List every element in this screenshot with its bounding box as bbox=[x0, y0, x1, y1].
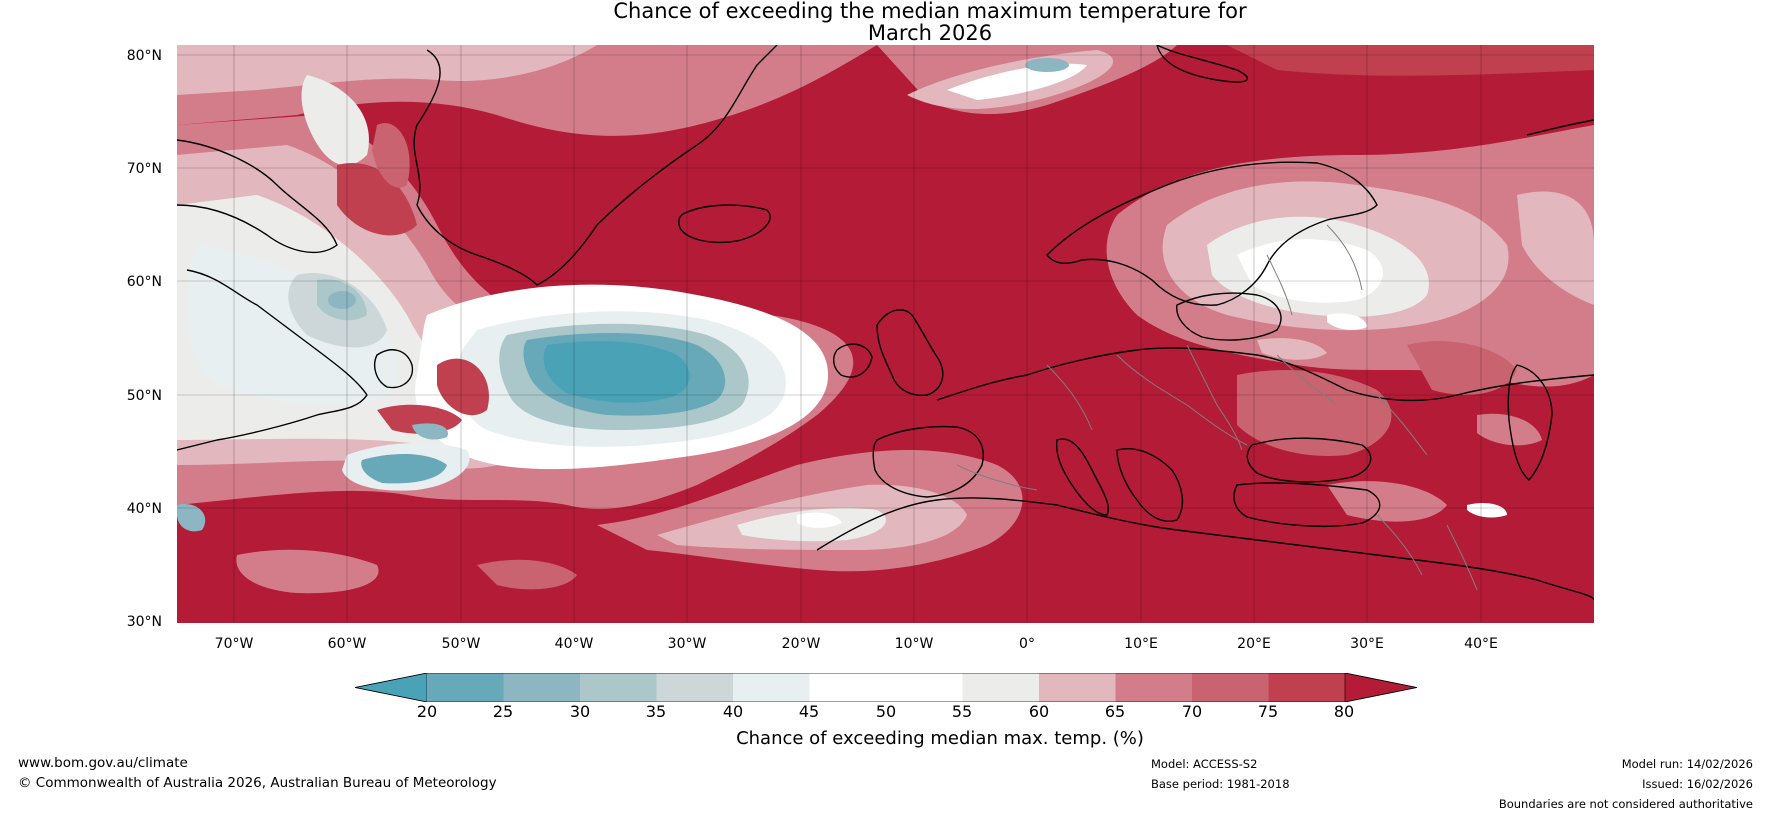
baffin-coast bbox=[177, 139, 338, 253]
graticule bbox=[177, 45, 1594, 623]
lat-label-40n: 40°N bbox=[126, 501, 162, 517]
chart-title-line-1: Chance of exceeding the median maximum t… bbox=[613, 0, 1247, 23]
lon-label-70w: 70°W bbox=[214, 636, 254, 652]
black-sea-coast bbox=[1246, 437, 1372, 483]
scandinavia-coast bbox=[1046, 161, 1378, 306]
novaya-zemlya-coast bbox=[1526, 119, 1594, 136]
cold-anomaly-region bbox=[177, 284, 829, 532]
lon-label-60w: 60°W bbox=[327, 636, 367, 652]
lon-label-40e: 40°E bbox=[1464, 636, 1498, 652]
lon-label-50w: 50°W bbox=[441, 636, 481, 652]
model-run-text: Model run: 14/02/2026 bbox=[1621, 757, 1753, 771]
colorbar-extend-high bbox=[1344, 673, 1417, 702]
subtropical-atlantic-region bbox=[236, 450, 1023, 594]
colorbar-segment bbox=[1192, 673, 1269, 702]
copyright-text: © Commonwealth of Australia 2026, Austra… bbox=[18, 775, 497, 791]
colorbar-tick-20: 20 bbox=[416, 702, 438, 721]
colorbar-tick-30: 30 bbox=[569, 702, 591, 721]
colorbar-tick-25: 25 bbox=[492, 702, 514, 721]
great-britain-coast bbox=[876, 309, 944, 397]
colorbar bbox=[355, 673, 1417, 702]
lon-label-0: 0° bbox=[1019, 636, 1035, 652]
colorbar-tick-70: 70 bbox=[1181, 702, 1203, 721]
colorbar-tick-55: 55 bbox=[951, 702, 973, 721]
colorbar-tick-65: 65 bbox=[1104, 702, 1126, 721]
colorbar-segment bbox=[733, 673, 810, 702]
lat-label-30n: 30°N bbox=[126, 614, 162, 630]
colorbar-segment bbox=[1268, 673, 1346, 702]
labrador-coast bbox=[177, 269, 368, 451]
lon-label-10e: 10°E bbox=[1124, 636, 1158, 652]
model-text: Model: ACCESS-S2 bbox=[1151, 757, 1258, 771]
balkans-coast bbox=[1116, 448, 1184, 522]
greenland-coast bbox=[413, 45, 778, 286]
baltic-coast bbox=[1176, 292, 1282, 341]
chart-title-line-2: March 2026 bbox=[867, 21, 993, 45]
italy-coast bbox=[1055, 438, 1109, 516]
colorbar-tick-40: 40 bbox=[722, 702, 744, 721]
newfoundland-coast bbox=[374, 349, 414, 389]
website-text: www.bom.gov.au/climate bbox=[18, 755, 188, 771]
caspian-coast bbox=[1507, 364, 1553, 481]
north-africa-coast bbox=[816, 497, 1594, 601]
colorbar-segment bbox=[1039, 673, 1116, 702]
base-period-text: Base period: 1981-2018 bbox=[1151, 777, 1290, 791]
europe-coast bbox=[936, 347, 1594, 402]
svalbard-coast bbox=[1156, 45, 1249, 83]
colorbar-tick-45: 45 bbox=[798, 702, 820, 721]
colorbar-tick-80: 80 bbox=[1333, 702, 1355, 721]
colorbar-segment bbox=[809, 673, 887, 702]
colorbar-tick-35: 35 bbox=[645, 702, 667, 721]
national-borders bbox=[956, 224, 1478, 591]
lat-label-60n: 60°N bbox=[126, 274, 162, 290]
colorbar-segment bbox=[962, 673, 1040, 702]
lat-label-70n: 70°N bbox=[126, 161, 162, 177]
ireland-coast bbox=[832, 343, 873, 378]
colorbar-segment bbox=[503, 673, 581, 702]
coastlines bbox=[177, 45, 1594, 601]
colorbar-tick-50: 50 bbox=[875, 702, 897, 721]
colorbar-segment bbox=[427, 673, 504, 702]
colorbar-segment bbox=[656, 673, 734, 702]
colorbar-label: Chance of exceeding median max. temp. (%… bbox=[736, 728, 1144, 749]
lon-label-40w: 40°W bbox=[554, 636, 594, 652]
lon-label-20e: 20°E bbox=[1237, 636, 1271, 652]
colorbar-tick-60: 60 bbox=[1028, 702, 1050, 721]
lon-label-30e: 30°E bbox=[1350, 636, 1384, 652]
arctic-band bbox=[177, 45, 1594, 136]
iberia-coast bbox=[872, 425, 984, 498]
colorbar-segment bbox=[886, 673, 963, 702]
lat-label-50n: 50°N bbox=[126, 388, 162, 404]
iceland-coast bbox=[678, 204, 771, 244]
disclaimer-text: Boundaries are not considered authoritat… bbox=[1498, 797, 1753, 811]
issued-text: Issued: 16/02/2026 bbox=[1642, 777, 1753, 791]
forecast-map bbox=[177, 45, 1594, 623]
lon-label-30w: 30°W bbox=[667, 636, 707, 652]
colorbar-segment bbox=[580, 673, 657, 702]
colorbar-extend-low bbox=[355, 673, 428, 702]
anatolia-coast bbox=[1233, 482, 1381, 528]
lon-label-20w: 20°W bbox=[781, 636, 821, 652]
colorbar-tick-75: 75 bbox=[1257, 702, 1279, 721]
lat-label-80n: 80°N bbox=[126, 48, 162, 64]
lon-label-10w: 10°W bbox=[894, 636, 934, 652]
colorbar-segment bbox=[1115, 673, 1193, 702]
